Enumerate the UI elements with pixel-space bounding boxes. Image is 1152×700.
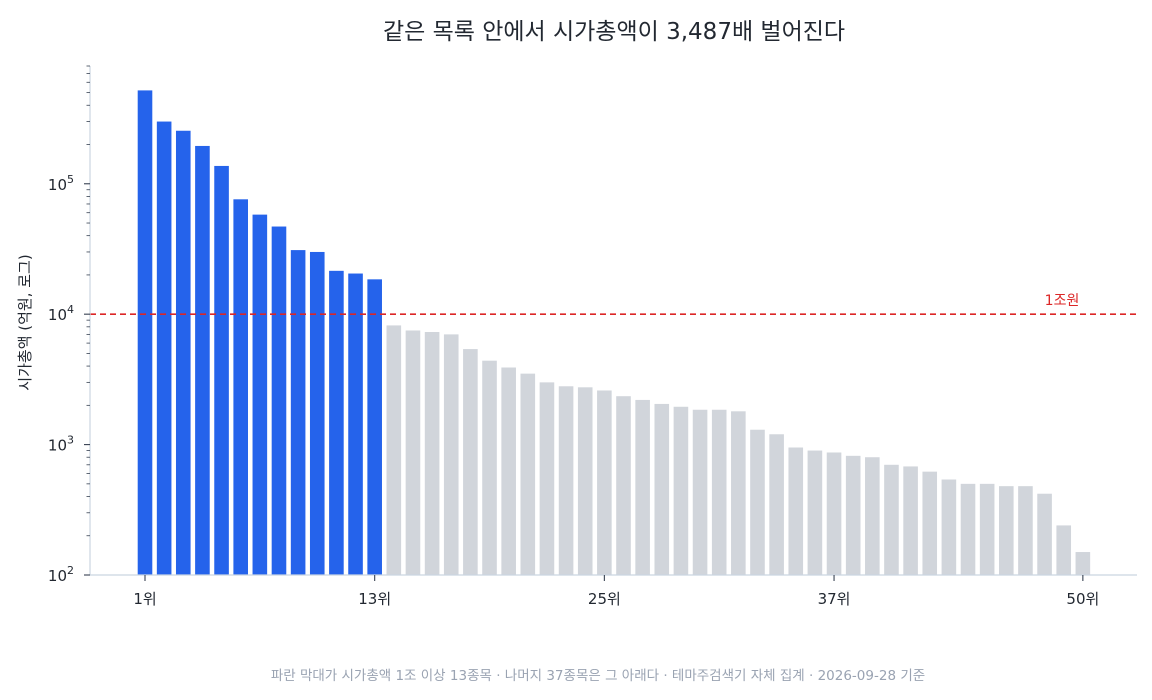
y-tick-label: 103 [48, 434, 74, 455]
bar-rank-11 [329, 270, 344, 575]
bar-rank-32 [731, 411, 746, 575]
bar-rank-23 [558, 386, 574, 575]
bar-rank-25 [597, 390, 612, 575]
bar-rank-44 [960, 483, 976, 575]
reference-line-group: 1조원 [90, 293, 1137, 315]
bar-rank-14 [386, 325, 402, 575]
bar-rank-22 [539, 382, 555, 575]
bar-rank-48 [1037, 493, 1052, 575]
bar-rank-5 [214, 165, 229, 575]
bar-rank-28 [654, 403, 670, 575]
x-tick-label: 13위 [358, 590, 391, 608]
bar-rank-2 [156, 121, 172, 576]
x-tick-label: 50위 [1066, 590, 1099, 608]
bar-rank-24 [577, 387, 593, 575]
bar-rank-3 [175, 130, 191, 575]
bar-rank-37 [826, 452, 842, 575]
bar-rank-8 [271, 226, 287, 575]
x-tick-label: 25위 [588, 590, 621, 608]
bar-rank-26 [616, 396, 631, 575]
bar-rank-10 [309, 251, 325, 575]
bar-rank-41 [903, 466, 918, 575]
y-tick-label: 102 [48, 564, 74, 585]
bar-rank-12 [348, 273, 363, 575]
bar-rank-47 [1018, 486, 1033, 575]
bar-rank-45 [979, 483, 995, 575]
bar-rank-34 [769, 434, 784, 575]
bar-rank-30 [692, 409, 708, 575]
bar-rank-21 [520, 373, 536, 575]
bars-group [137, 90, 1091, 576]
bar-rank-18 [463, 349, 478, 575]
bar-rank-43 [941, 479, 957, 575]
bar-rank-36 [807, 450, 823, 575]
bar-rank-31 [711, 409, 727, 575]
bar-rank-16 [424, 332, 440, 575]
reference-line-label: 1조원 [1045, 293, 1080, 309]
y-axis-title: 시가총액 (억원, 로그) [16, 254, 34, 390]
bar-rank-42 [922, 471, 938, 575]
bar-rank-9 [290, 250, 306, 575]
bar-rank-49 [1056, 525, 1072, 575]
bar-rank-1 [137, 90, 153, 576]
chart-title: 같은 목록 안에서 시가총액이 3,487배 벌어진다 [382, 19, 846, 45]
bar-rank-50 [1075, 552, 1091, 575]
bar-rank-29 [673, 406, 689, 575]
x-tick-label: 37위 [818, 590, 851, 608]
y-tick-label: 104 [48, 303, 74, 324]
bar-rank-4 [195, 145, 210, 575]
bar-rank-6 [233, 199, 248, 575]
y-tick-label: 105 [48, 173, 74, 194]
bar-rank-35 [788, 447, 804, 575]
bar-rank-39 [865, 457, 880, 575]
bar-rank-19 [482, 360, 497, 575]
bar-rank-40 [884, 464, 899, 575]
bar-rank-27 [635, 399, 650, 575]
bar-rank-17 [443, 334, 459, 575]
bar-rank-38 [845, 455, 861, 575]
bar-rank-20 [501, 367, 516, 575]
y-major-ticks: 102 103 104 105 [48, 173, 74, 585]
x-tick-label: 1위 [133, 590, 156, 608]
footer-note: 파란 막대가 시가총액 1조 이상 13종목 · 나머지 37종목은 그 아래다… [270, 668, 926, 684]
bar-rank-15 [405, 330, 421, 575]
bar-rank-33 [750, 429, 765, 575]
y-minor-ticks [84, 65, 90, 576]
x-ticks: 1위 13위 25위 37위 50위 [133, 575, 1099, 608]
bar-rank-46 [999, 486, 1014, 575]
bar-rank-13 [367, 279, 382, 575]
bar-rank-7 [252, 214, 268, 575]
